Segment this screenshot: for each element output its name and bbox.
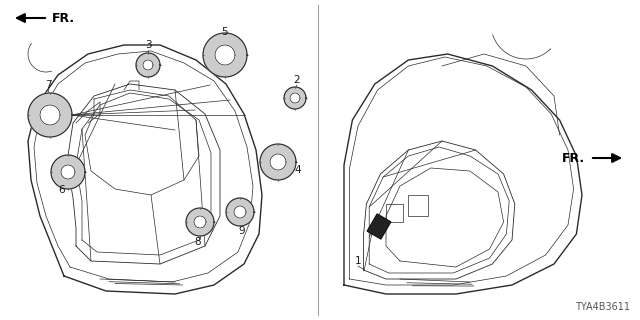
Text: 8: 8 [195, 237, 202, 247]
Polygon shape [51, 155, 85, 189]
Text: 9: 9 [239, 226, 245, 236]
Polygon shape [226, 198, 254, 226]
Text: 3: 3 [145, 40, 151, 50]
Text: 1: 1 [355, 256, 362, 266]
Polygon shape [284, 87, 306, 109]
Polygon shape [260, 144, 296, 180]
Polygon shape [194, 216, 206, 228]
Polygon shape [143, 60, 153, 70]
Polygon shape [367, 214, 391, 239]
Polygon shape [136, 53, 160, 77]
Polygon shape [234, 206, 246, 218]
Text: 4: 4 [294, 165, 301, 175]
Text: TYA4B3611: TYA4B3611 [575, 302, 630, 312]
Text: FR.: FR. [52, 12, 75, 25]
Polygon shape [270, 154, 286, 170]
Text: FR.: FR. [562, 151, 585, 164]
Polygon shape [61, 165, 75, 179]
Polygon shape [215, 45, 235, 65]
Text: 6: 6 [59, 185, 65, 195]
Polygon shape [40, 105, 60, 125]
Polygon shape [203, 33, 247, 77]
Polygon shape [28, 93, 72, 137]
Polygon shape [290, 93, 300, 103]
Text: 2: 2 [294, 75, 300, 85]
Text: 5: 5 [221, 27, 228, 37]
Polygon shape [186, 208, 214, 236]
Text: 7: 7 [45, 80, 51, 90]
